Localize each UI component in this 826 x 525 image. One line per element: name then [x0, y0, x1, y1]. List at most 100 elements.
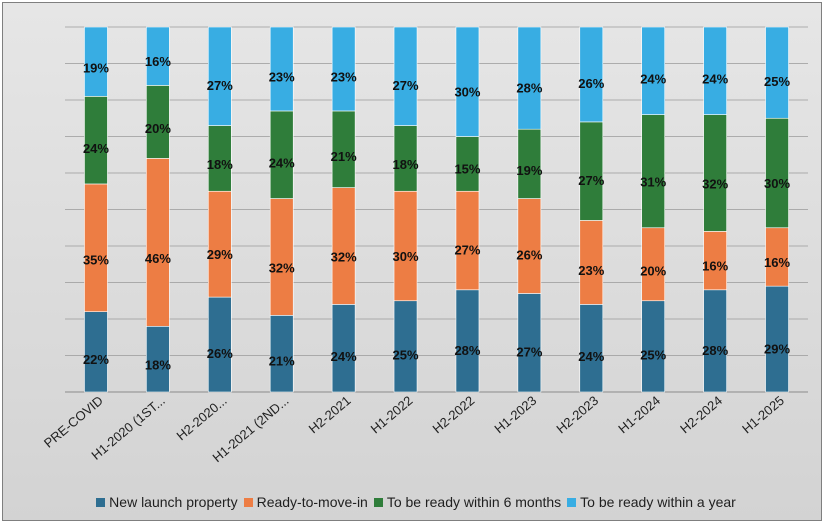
bar-segment-ready-to-move — [517, 198, 542, 294]
x-tick-label: H2-2024 — [677, 393, 725, 437]
data-label: 24% — [578, 349, 604, 364]
data-label: 25% — [640, 348, 666, 363]
bar-segment-new-launch — [641, 300, 666, 393]
bar-segment-within-year — [207, 26, 232, 126]
bar-segment-six-months — [765, 117, 789, 229]
legend-label-six-months: To be ready within 6 months — [386, 494, 562, 510]
data-label: 29% — [207, 247, 233, 262]
bar-segment-ready-to-move — [207, 190, 232, 298]
x-tick-label: H2-2020... — [174, 393, 230, 444]
data-label: 24% — [269, 156, 295, 171]
legend-item-within-year: To be ready within a year — [567, 494, 736, 510]
legend-label-within-year: To be ready within a year — [580, 494, 736, 510]
data-label: 16% — [764, 255, 790, 270]
data-label: 23% — [331, 69, 357, 84]
x-tick-label: H2-2022 — [430, 393, 478, 437]
data-label: 19% — [83, 61, 109, 76]
data-label: 24% — [83, 141, 109, 156]
x-tick-label: H2-2021 — [306, 393, 354, 437]
legend-label-new-launch: New launch property — [109, 494, 238, 510]
stacked-bar-chart: 22%35%24%19%PRE-COVID18%46%20%16%H1-2020… — [41, 26, 808, 465]
data-label: 24% — [331, 349, 357, 364]
data-label: 18% — [207, 157, 233, 172]
data-label: 46% — [145, 251, 171, 266]
x-tick-label: H1-2022 — [368, 393, 416, 437]
x-tick-label: PRE-COVID — [41, 393, 106, 451]
data-label: 16% — [145, 54, 171, 69]
data-label: 20% — [640, 264, 666, 279]
data-label: 21% — [269, 353, 295, 368]
bar-segment-six-months — [641, 114, 666, 229]
data-label: 32% — [702, 177, 728, 192]
data-label: 16% — [702, 258, 728, 273]
bar-segment-new-launch — [765, 285, 789, 393]
bar-segment-within-year — [517, 26, 542, 130]
bar-segment-within-year — [765, 26, 789, 119]
bar-segment-ready-to-move — [269, 198, 294, 316]
legend: New launch property Ready-to-move-in To … — [3, 494, 826, 510]
bar-segment-new-launch — [703, 289, 727, 393]
data-label: 24% — [640, 72, 666, 87]
bar-segment-new-launch — [517, 293, 542, 393]
bar-segment-new-launch — [455, 289, 480, 393]
bar-segment-ready-to-move — [146, 158, 170, 327]
x-tick-label: H1-2024 — [615, 393, 663, 437]
bar-segment-ready-to-move — [393, 190, 418, 302]
bar-segment-six-months — [703, 114, 727, 232]
bar-segment-ready-to-move — [84, 183, 108, 312]
data-label: 28% — [702, 343, 728, 358]
bar-segment-within-year — [146, 26, 170, 86]
data-label: 26% — [578, 76, 604, 91]
data-label: 23% — [269, 69, 295, 84]
data-label: 20% — [145, 121, 171, 136]
data-label: 26% — [516, 247, 542, 262]
data-label: 25% — [393, 348, 419, 363]
legend-swatch-ready-to-move — [243, 497, 253, 507]
bar-segment-within-year — [641, 26, 666, 115]
data-label: 21% — [331, 149, 357, 164]
data-label: 18% — [393, 157, 419, 172]
x-tick-label: H1-2025 — [739, 393, 787, 437]
data-label: 26% — [207, 346, 233, 361]
data-label: 15% — [454, 161, 480, 176]
bar-segment-ready-to-move — [455, 190, 480, 291]
data-label: 24% — [702, 72, 728, 87]
data-label: 32% — [269, 261, 295, 276]
bar-segment-ready-to-move — [331, 187, 356, 305]
legend-swatch-within-year — [567, 497, 577, 507]
data-label: 27% — [578, 173, 604, 188]
data-label: 31% — [640, 174, 666, 189]
data-label: 28% — [454, 343, 480, 358]
data-label: 29% — [764, 342, 790, 357]
data-label: 32% — [331, 250, 357, 265]
data-label: 30% — [393, 249, 419, 264]
bar-segment-within-year — [703, 26, 727, 115]
data-label: 23% — [578, 263, 604, 278]
bar-segment-within-year — [579, 26, 604, 123]
bar-segment-new-launch — [207, 296, 232, 393]
data-label: 22% — [83, 352, 109, 367]
bar-segment-within-year — [269, 26, 294, 112]
x-tick-label: H1-2023 — [491, 393, 539, 437]
bar-segment-within-year — [84, 26, 108, 97]
data-label: 30% — [764, 176, 790, 191]
data-label: 27% — [207, 78, 233, 93]
data-label: 27% — [454, 242, 480, 257]
legend-swatch-new-launch — [96, 497, 106, 507]
x-tick-label: H2-2023 — [553, 393, 601, 437]
data-label: 27% — [516, 345, 542, 360]
data-label: 27% — [393, 78, 419, 93]
bar-segment-six-months — [579, 121, 604, 221]
legend-swatch-six-months — [373, 497, 383, 507]
legend-label-ready-to-move: Ready-to-move-in — [256, 494, 368, 510]
data-label: 25% — [764, 74, 790, 89]
legend-item-new-launch: New launch property — [96, 494, 238, 510]
legend-item-six-months: To be ready within 6 months — [373, 494, 562, 510]
data-label: 19% — [516, 163, 542, 178]
bar-segment-within-year — [331, 26, 356, 112]
data-label: 18% — [145, 358, 171, 373]
legend-item-ready-to-move: Ready-to-move-in — [243, 494, 368, 510]
bar-segment-within-year — [393, 26, 418, 126]
bar-segment-within-year — [455, 26, 480, 137]
